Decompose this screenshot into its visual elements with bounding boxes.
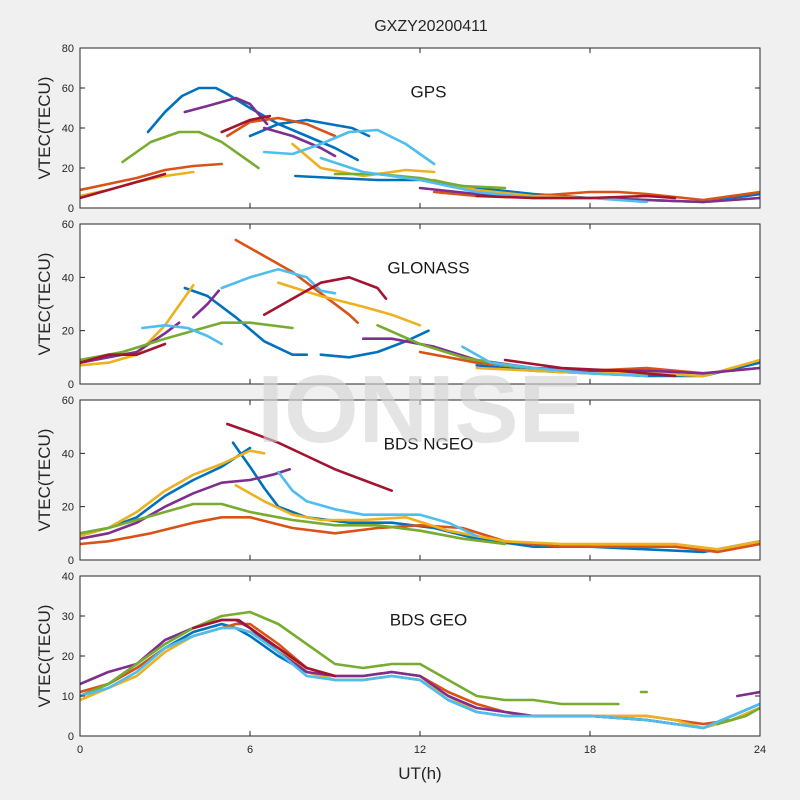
panel-0: 0 20 40 60 80 VTEC(TECU) GPS bbox=[35, 43, 761, 215]
y-tick-label: 30 bbox=[62, 611, 74, 623]
series-line-15 bbox=[461, 345, 649, 378]
x-tick-label: 0 bbox=[77, 744, 83, 756]
y-axis-label: VTEC(TECU) bbox=[35, 605, 54, 708]
x-tick-label: 12 bbox=[414, 744, 426, 756]
panel-label: GLONASS bbox=[387, 259, 469, 278]
series-line-1 bbox=[319, 329, 430, 359]
y-tick-label: 40 bbox=[62, 272, 74, 284]
series-line-0 bbox=[146, 86, 229, 134]
series-line-4 bbox=[80, 162, 223, 192]
series-line-6 bbox=[80, 502, 507, 546]
series-line-9 bbox=[192, 618, 337, 678]
series-line-8 bbox=[80, 321, 181, 365]
y-axis-label: VTEC(TECU) bbox=[35, 253, 54, 356]
series-line-11 bbox=[262, 126, 337, 158]
series-line-0 bbox=[183, 286, 309, 357]
y-tick-label: 80 bbox=[62, 43, 74, 55]
y-tick-label: 40 bbox=[62, 571, 74, 583]
series-line-3 bbox=[234, 238, 360, 325]
x-tick-label: 6 bbox=[247, 744, 253, 756]
watermark: IONISE bbox=[257, 356, 582, 463]
series-line-18 bbox=[220, 114, 272, 134]
y-tick-label: 40 bbox=[62, 123, 74, 135]
series-line-8 bbox=[291, 142, 436, 178]
y-axis-label: VTEC(TECU) bbox=[35, 429, 54, 532]
plot-area bbox=[80, 224, 760, 384]
series-group bbox=[80, 422, 760, 554]
plot-area bbox=[80, 48, 760, 208]
y-tick-label: 20 bbox=[62, 502, 74, 514]
y-tick-label: 0 bbox=[68, 379, 74, 391]
series-line-1 bbox=[226, 92, 360, 162]
series-line-5 bbox=[226, 116, 337, 138]
series-line-16 bbox=[80, 342, 167, 365]
series-line-7 bbox=[276, 470, 479, 538]
series-group bbox=[80, 238, 760, 378]
series-line-2 bbox=[80, 515, 760, 554]
y-tick-label: 40 bbox=[62, 448, 74, 460]
x-tick-label: 24 bbox=[754, 744, 766, 756]
series-line-19 bbox=[475, 194, 677, 200]
y-tick-label: 10 bbox=[62, 691, 74, 703]
series-line-2 bbox=[248, 118, 371, 138]
series-line-4 bbox=[735, 690, 760, 698]
series-line-13 bbox=[141, 323, 223, 346]
panel-1: 0 20 40 60 VTEC(TECU) GLONASS bbox=[35, 219, 761, 391]
panel-label: GPS bbox=[411, 83, 447, 102]
x-axis-label: UT(h) bbox=[398, 764, 441, 783]
y-tick-label: 60 bbox=[62, 395, 74, 407]
series-line-7 bbox=[716, 706, 760, 726]
y-tick-label: 20 bbox=[62, 326, 74, 338]
series-line-17 bbox=[262, 275, 388, 317]
series-line-13 bbox=[121, 130, 260, 170]
y-axis-label: VTEC(TECU) bbox=[35, 77, 54, 180]
plot-area bbox=[80, 576, 760, 736]
chart-title: GXZY20200411 bbox=[374, 18, 488, 35]
series-line-5 bbox=[80, 610, 620, 706]
series-line-8 bbox=[226, 422, 394, 493]
series-line-15 bbox=[262, 128, 436, 166]
series-line-9 bbox=[192, 289, 221, 319]
y-tick-label: 20 bbox=[62, 651, 74, 663]
series-line-10 bbox=[183, 96, 269, 126]
y-tick-label: 20 bbox=[62, 163, 74, 175]
series-line-17 bbox=[80, 172, 167, 200]
series-line-8 bbox=[80, 626, 760, 730]
y-tick-label: 0 bbox=[68, 203, 74, 215]
y-tick-label: 60 bbox=[62, 83, 74, 95]
panel-label: BDS GEO bbox=[390, 611, 467, 630]
y-tick-label: 0 bbox=[68, 555, 74, 567]
panel-label: BDS NGEO bbox=[384, 435, 474, 454]
series-group bbox=[80, 610, 760, 730]
series-line-18 bbox=[503, 358, 677, 378]
y-tick-label: 60 bbox=[62, 219, 74, 231]
series-line-14 bbox=[220, 267, 337, 295]
panel-2: 0 20 40 60 VTEC(TECU) BDS NGEO bbox=[35, 395, 761, 567]
y-tick-label: 0 bbox=[68, 731, 74, 743]
panel-3: 0 10 20 30 40 0 6 12 18 24 VTEC(TECU) BDS GEO bbox=[35, 571, 766, 756]
series-line-5 bbox=[80, 467, 292, 541]
series-line-14 bbox=[333, 172, 507, 190]
series-group bbox=[80, 86, 760, 204]
x-tick-label: 18 bbox=[584, 744, 596, 756]
series-line-4 bbox=[234, 483, 760, 551]
